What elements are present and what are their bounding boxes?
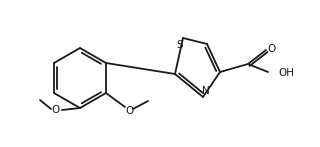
Text: OH: OH (278, 68, 294, 78)
Text: N: N (202, 86, 210, 96)
Text: S: S (177, 40, 183, 50)
Text: O: O (268, 44, 276, 54)
Text: O: O (126, 106, 134, 116)
Text: O: O (51, 105, 59, 115)
